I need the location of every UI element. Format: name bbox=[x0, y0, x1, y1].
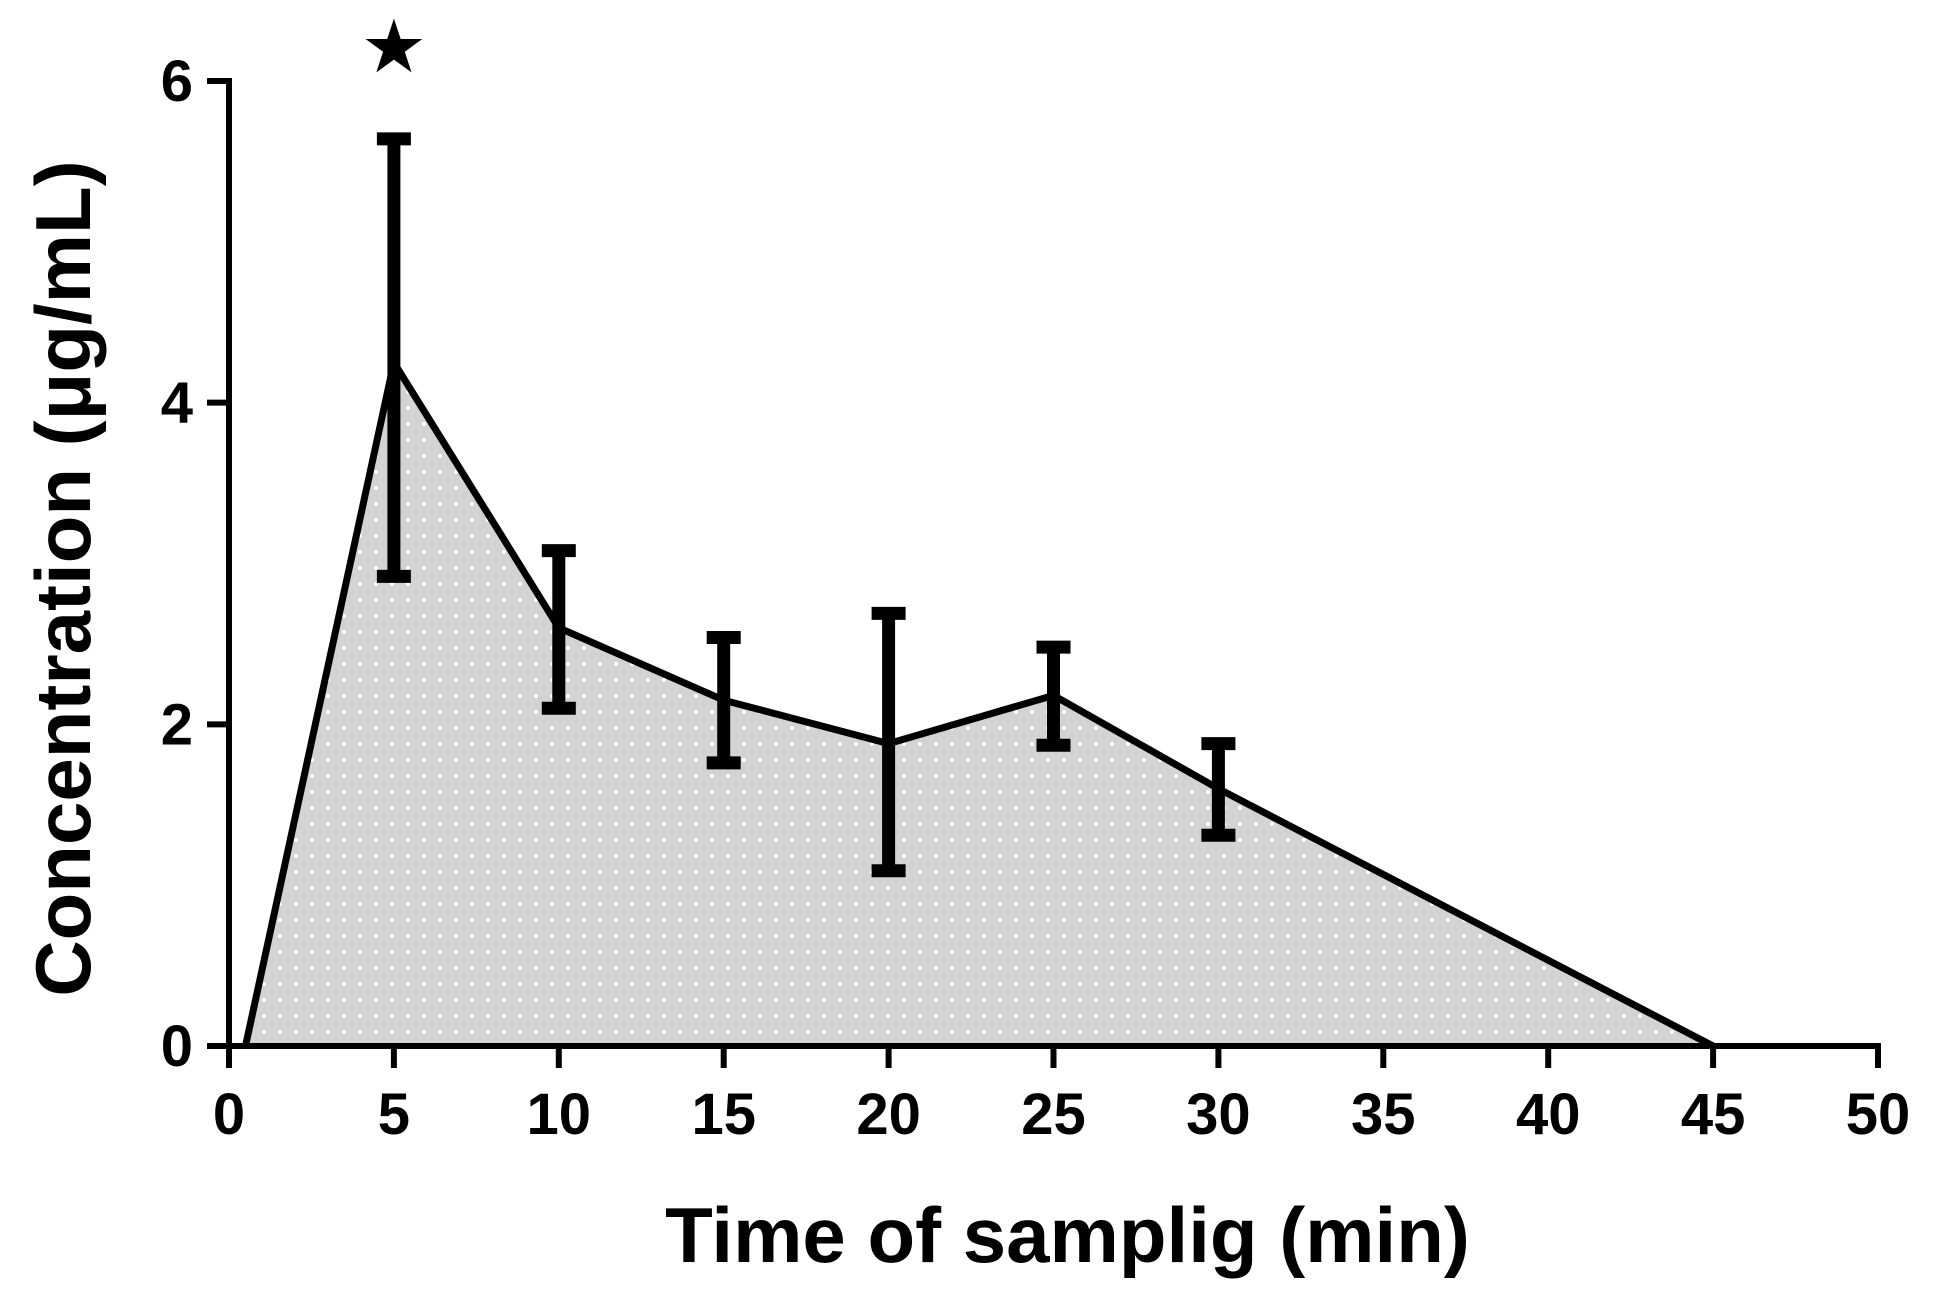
annotation-layer: ★ bbox=[361, 4, 427, 90]
x-tick-label: 40 bbox=[1516, 1082, 1581, 1147]
error-bar-layer bbox=[376, 132, 1236, 878]
error-bar bbox=[541, 544, 576, 715]
area-layer bbox=[245, 362, 1714, 1046]
axis-layer: 0 2 4 6 0 5 10 15 20 25 30 35 40 45 50 Time of samplig … bbox=[19, 49, 1910, 1279]
x-tick-label: 50 bbox=[1846, 1082, 1911, 1147]
x-tick-label: 5 bbox=[378, 1082, 410, 1147]
series-line bbox=[242, 353, 1715, 1050]
error-bar bbox=[376, 132, 411, 583]
series-area-fill bbox=[245, 362, 1714, 1046]
y-tick-label: 2 bbox=[161, 692, 193, 757]
y-tick-label: 6 bbox=[161, 49, 193, 114]
x-tick-label: 45 bbox=[1681, 1082, 1746, 1147]
x-tick-label: 25 bbox=[1021, 1082, 1086, 1147]
error-bar bbox=[1201, 737, 1236, 842]
x-tick-label: 10 bbox=[527, 1082, 592, 1147]
error-bar bbox=[871, 606, 906, 878]
x-tick-label: 35 bbox=[1351, 1082, 1416, 1147]
x-tick-label: 0 bbox=[213, 1082, 245, 1147]
y-tick-label: 4 bbox=[161, 371, 193, 436]
x-tick-label: 30 bbox=[1186, 1082, 1251, 1147]
significance-star-annotation: ★ bbox=[361, 4, 427, 90]
x-tick-label: 20 bbox=[856, 1082, 921, 1147]
error-bar bbox=[706, 630, 741, 770]
y-tick-label: 0 bbox=[161, 1014, 193, 1079]
y-axis-title: Concentration (μg/mL) bbox=[19, 160, 107, 996]
x-tick-label: 15 bbox=[691, 1082, 756, 1147]
line-layer bbox=[242, 353, 1715, 1050]
error-bar bbox=[1036, 640, 1071, 752]
x-axis-title: Time of samplig (min) bbox=[665, 1191, 1470, 1279]
